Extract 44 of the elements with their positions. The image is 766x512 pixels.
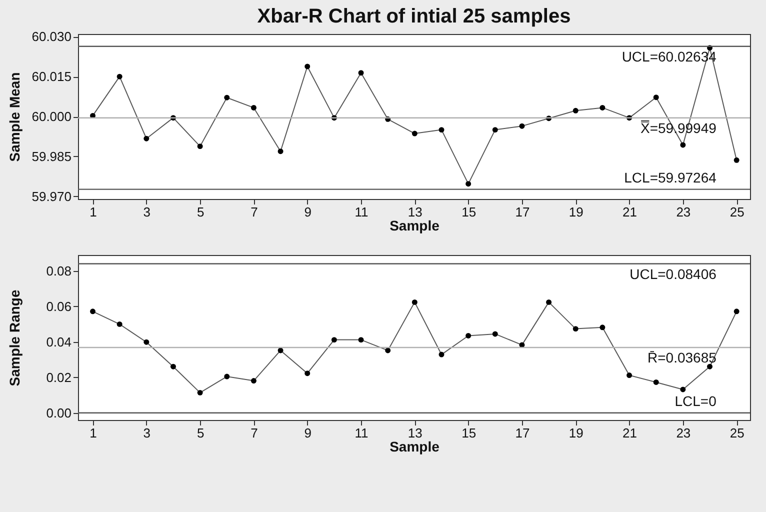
y-axis-title: Sample Range <box>6 290 22 386</box>
x-axis-title: Sample <box>390 438 440 454</box>
y-tick-label: 59.970 <box>32 188 72 204</box>
x-tick-label: 9 <box>304 204 312 220</box>
x-tick-label: 7 <box>250 204 258 220</box>
x-tick-label: 1 <box>90 426 97 440</box>
ref-line-label: LCL=59.97264 <box>624 169 717 186</box>
x-tick-label: 15 <box>462 426 476 440</box>
x-tick-label: 3 <box>143 426 151 440</box>
y-tick-label: 0.04 <box>46 334 72 350</box>
x-tick-label: 15 <box>462 204 476 220</box>
y-axis-title: Sample Mean <box>6 72 22 162</box>
ref-line-label: UCL=0.08406 <box>630 266 717 282</box>
x-tick-label: 13 <box>408 204 422 220</box>
y-tick-label: 0.06 <box>46 298 72 314</box>
x-tick-label: 3 <box>143 204 151 220</box>
chart-title: Xbar-R Chart of intial 25 samples <box>257 6 571 28</box>
x-tick-label: 19 <box>568 204 584 220</box>
x-tick-label: 25 <box>730 426 744 440</box>
x-tick-label: 7 <box>250 426 258 440</box>
y-tick-label: 59.985 <box>32 148 72 164</box>
x-tick-label: 17 <box>515 204 530 220</box>
x-tick-label: 19 <box>568 426 584 440</box>
y-tick-label: 0.02 <box>46 370 72 385</box>
x-tick-label: 5 <box>196 204 204 220</box>
x-tick-label: 17 <box>515 426 530 440</box>
x-tick-label: 11 <box>354 426 368 440</box>
x-tick-label: 23 <box>676 204 691 220</box>
x-tick-label: 13 <box>408 426 422 440</box>
x-axis-title: Sample <box>390 218 440 234</box>
y-tick-label: 0.00 <box>46 405 72 420</box>
y-tick-label: 60.015 <box>32 69 72 84</box>
x-tick-label: 21 <box>622 204 638 220</box>
y-tick-label: 60.000 <box>32 109 72 124</box>
x-tick-label: 5 <box>196 426 204 440</box>
x-tick-label: 9 <box>304 426 312 440</box>
x-tick-label: 25 <box>730 204 744 220</box>
x-tick-label: 1 <box>90 204 97 220</box>
y-tick-label: 60.030 <box>32 29 72 44</box>
x-tick-label: 23 <box>676 426 691 440</box>
y-tick-label: 0.08 <box>46 263 72 278</box>
x-tick-label: 11 <box>354 204 368 220</box>
x-tick-label: 21 <box>622 426 638 440</box>
ref-line-label: LCL=0 <box>674 392 717 409</box>
